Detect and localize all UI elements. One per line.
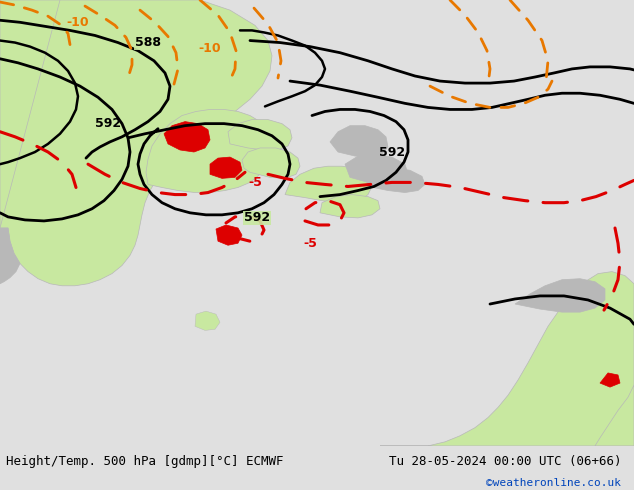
Text: -10: -10	[67, 16, 89, 29]
Polygon shape	[345, 154, 408, 184]
Polygon shape	[0, 228, 20, 284]
Polygon shape	[195, 311, 220, 330]
Polygon shape	[216, 225, 242, 245]
Text: 592: 592	[379, 146, 405, 158]
Polygon shape	[515, 279, 605, 312]
Polygon shape	[320, 195, 380, 218]
Text: Height/Temp. 500 hPa [gdmp][°C] ECMWF: Height/Temp. 500 hPa [gdmp][°C] ECMWF	[6, 455, 284, 468]
Text: -10: -10	[198, 42, 221, 55]
Text: 592: 592	[95, 117, 121, 130]
Polygon shape	[595, 385, 634, 446]
Text: 592: 592	[244, 211, 270, 224]
Text: 588: 588	[135, 36, 161, 49]
Polygon shape	[210, 157, 242, 178]
Polygon shape	[228, 120, 292, 150]
Polygon shape	[146, 109, 272, 193]
Polygon shape	[600, 373, 620, 387]
Polygon shape	[380, 271, 634, 446]
Polygon shape	[366, 168, 425, 193]
Polygon shape	[330, 125, 388, 157]
Polygon shape	[285, 166, 372, 203]
Text: -5: -5	[303, 237, 317, 250]
Polygon shape	[164, 122, 210, 152]
Polygon shape	[0, 0, 272, 286]
Polygon shape	[242, 148, 300, 178]
Text: Tu 28-05-2024 00:00 UTC (06+66): Tu 28-05-2024 00:00 UTC (06+66)	[389, 455, 621, 468]
Polygon shape	[0, 0, 160, 228]
Text: -5: -5	[248, 176, 262, 189]
Text: ©weatheronline.co.uk: ©weatheronline.co.uk	[486, 478, 621, 489]
